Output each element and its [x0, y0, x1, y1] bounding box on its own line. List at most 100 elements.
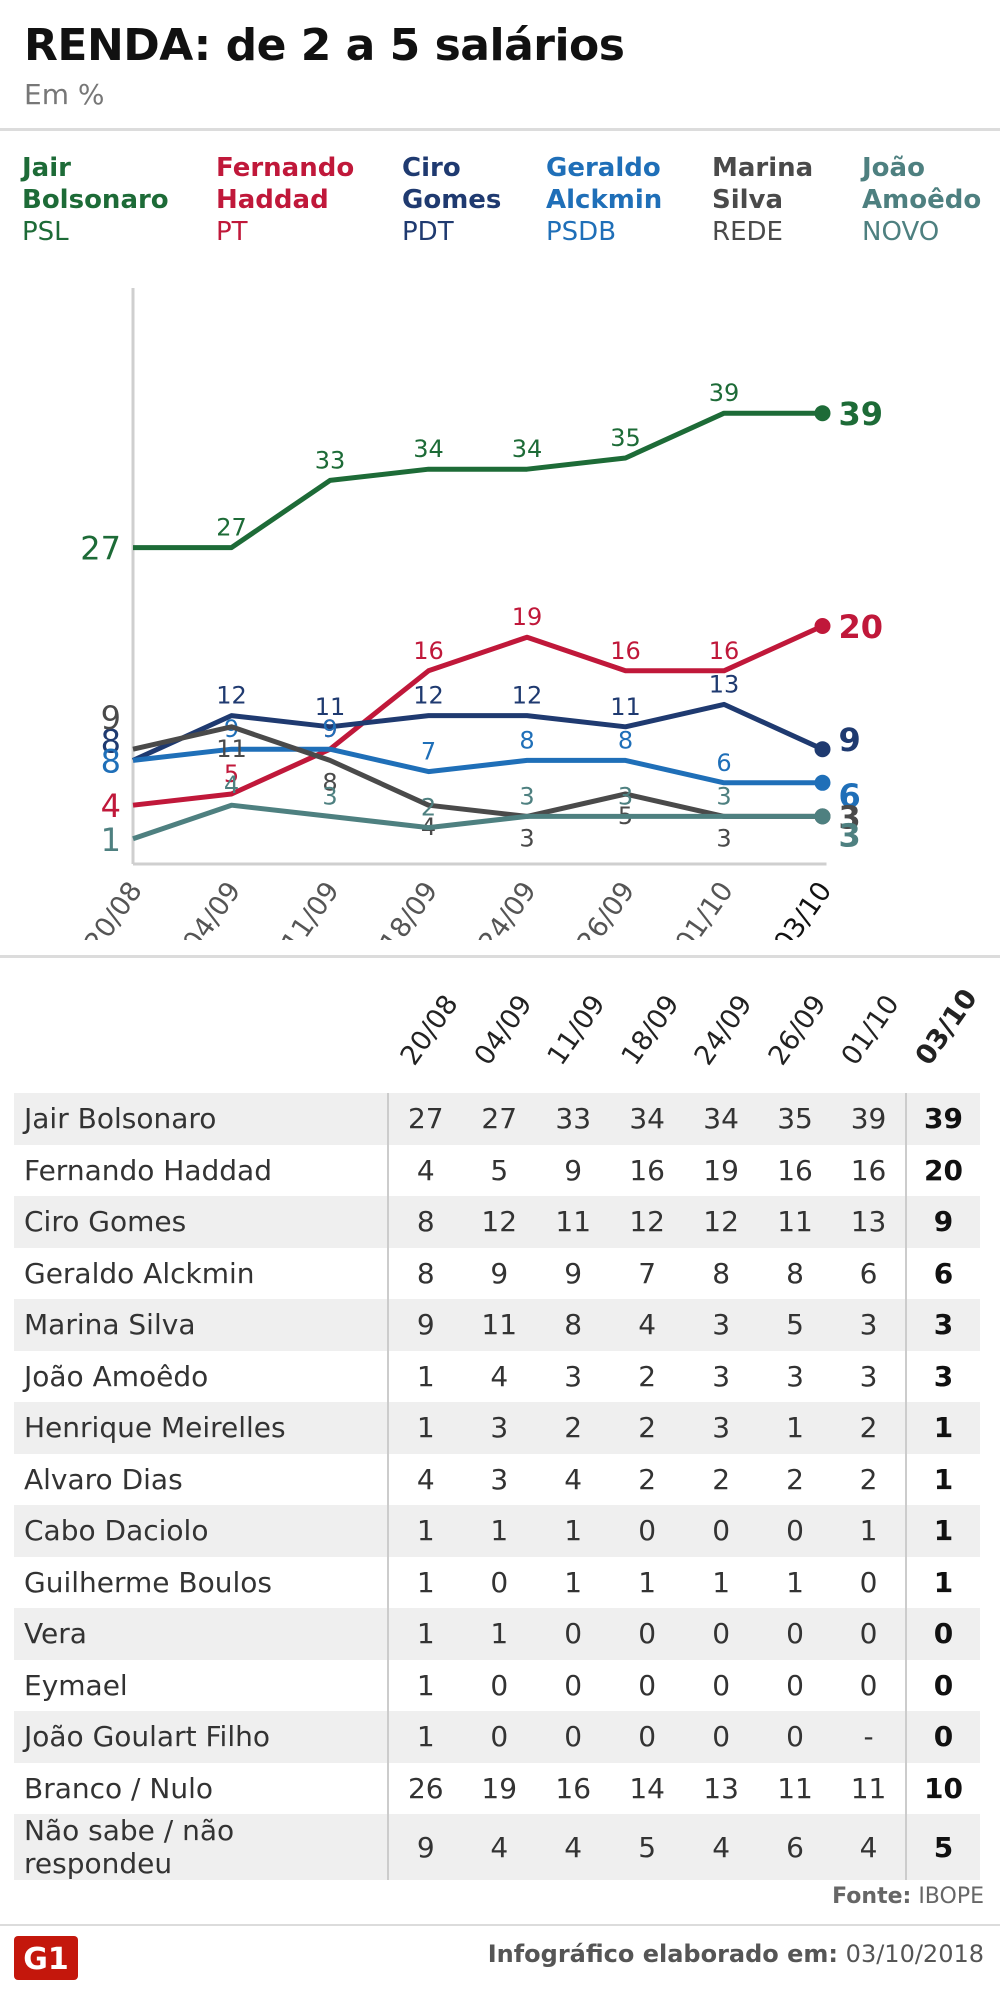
credit-value: 03/10/2018	[845, 1940, 984, 1968]
row-candidate-name: Não sabe / não respondeu	[14, 1814, 390, 1880]
row-candidate-name: Alvaro Dias	[14, 1453, 390, 1505]
legend-candidate-name: Fernando Haddad	[216, 153, 355, 215]
point-label: 4	[224, 771, 239, 799]
table-cell: 16	[610, 1144, 685, 1196]
table-cell: 0	[536, 1711, 611, 1763]
series-end-label: 3	[839, 798, 861, 836]
table-cell: 1	[536, 1556, 611, 1608]
series-end-label: 6	[839, 777, 861, 815]
credit-label: Infográfico elaborado em:	[487, 1940, 839, 1968]
legend-item: João Amoêdo NOVO	[862, 152, 981, 248]
point-label: 3	[716, 824, 731, 852]
table-row: Alvaro Dias 4 3 4 2 2 2 2 1	[14, 1453, 980, 1505]
table-cell: 11	[758, 1762, 833, 1814]
table-cell: 39	[904, 1093, 980, 1145]
x-tick-label: 03/10	[768, 876, 838, 940]
row-candidate-name: Jair Bolsonaro	[14, 1093, 390, 1145]
point-label: 16	[709, 637, 740, 665]
table-cell: 11	[536, 1196, 611, 1248]
table-cell: 3	[684, 1299, 759, 1351]
table-cell: 11	[462, 1299, 537, 1351]
table-row: Não sabe / não respondeu 9 4 4 5 4 6 4 5	[14, 1814, 980, 1880]
table-cell: 1	[388, 1350, 463, 1402]
table-row: Vera 1 1 0 0 0 0 0 0	[14, 1608, 980, 1660]
point-label: 3	[519, 824, 534, 852]
table-column-header: 18/09	[615, 989, 686, 1071]
table-cell: 1	[758, 1402, 833, 1454]
table-cell: 1	[904, 1402, 980, 1454]
table-cell: 12	[610, 1196, 685, 1248]
table-cell: 26	[388, 1762, 463, 1814]
table-cell: 1	[684, 1556, 759, 1608]
table-cell: 4	[388, 1453, 463, 1505]
table-cell: 2	[684, 1453, 759, 1505]
table-cell: 7	[610, 1247, 685, 1299]
table-cell: 8	[388, 1247, 463, 1299]
table-cell: 5	[758, 1299, 833, 1351]
table-row: Branco / Nulo 26 19 16 14 13 11 11 10	[14, 1762, 980, 1814]
table-cell: 3	[684, 1350, 759, 1402]
point-label: 3	[322, 782, 337, 810]
series-start-label: 27	[80, 530, 121, 568]
table-cell: 34	[684, 1093, 759, 1145]
table-cell: 4	[462, 1350, 537, 1402]
series-end-label: 20	[839, 608, 884, 646]
table-column-header: 24/09	[688, 989, 759, 1071]
table-cell: 0	[462, 1659, 537, 1711]
table-row: Eymael 1 0 0 0 0 0 0 0	[14, 1659, 980, 1711]
point-label: 16	[610, 637, 641, 665]
table-cell: 16	[832, 1144, 906, 1196]
table-cell: 5	[904, 1814, 980, 1880]
table-cell: 13	[832, 1196, 906, 1248]
series-end-point	[814, 405, 831, 422]
table-cell: 0	[684, 1505, 759, 1557]
series-start-label: 4	[101, 787, 121, 825]
table-cell: 35	[758, 1093, 833, 1145]
series-end-label: 39	[839, 395, 884, 433]
row-candidate-name: João Goulart Filho	[14, 1711, 390, 1763]
table-cell: 0	[904, 1711, 980, 1763]
table-cell: 0	[832, 1659, 906, 1711]
chart-divider	[0, 955, 1000, 958]
table-cell: 3	[758, 1350, 833, 1402]
point-label: 12	[216, 682, 247, 710]
table-cell: 1	[832, 1505, 906, 1557]
table-cell: 14	[610, 1762, 685, 1814]
point-label: 16	[413, 637, 444, 665]
series-start-label: 8	[101, 742, 121, 780]
x-tick-label: 18/09	[374, 876, 444, 940]
point-label: 8	[322, 768, 337, 796]
point-label: 35	[610, 424, 641, 452]
table-cell: 12	[462, 1196, 537, 1248]
table-cell: 0	[904, 1608, 980, 1660]
legend-party: NOVO	[862, 217, 940, 247]
series-line	[133, 410, 823, 551]
table-cell: 2	[832, 1402, 906, 1454]
table-row: João Goulart Filho 1 0 0 0 0 0-0	[14, 1711, 980, 1763]
table-cell: 8	[536, 1299, 611, 1351]
point-label: 34	[413, 435, 444, 463]
series-end-label: 3	[839, 816, 861, 854]
table-cell: 1	[610, 1556, 685, 1608]
point-label: 3	[716, 782, 731, 810]
table-cell: 16	[758, 1144, 833, 1196]
table-cell: 0	[462, 1556, 537, 1608]
table-cell: 3	[832, 1299, 906, 1351]
point-label: 19	[512, 603, 543, 631]
series-end-point	[814, 774, 831, 791]
point-label: 39	[709, 379, 740, 407]
point-label: 7	[421, 738, 436, 766]
header-divider	[0, 128, 1000, 131]
table-cell: 9	[462, 1247, 537, 1299]
table-cell: 0	[904, 1659, 980, 1711]
table-cell: 3	[832, 1350, 906, 1402]
table-cell: 0	[758, 1505, 833, 1557]
table-cell: 3	[462, 1402, 537, 1454]
table-cell: 2	[610, 1453, 685, 1505]
table-cell: 4	[462, 1814, 537, 1880]
legend-party: REDE	[712, 217, 783, 247]
x-tick-label: 24/09	[473, 876, 543, 940]
table-cell: 2	[610, 1350, 685, 1402]
table-cell: 3	[904, 1350, 980, 1402]
table-cell: 3	[684, 1402, 759, 1454]
